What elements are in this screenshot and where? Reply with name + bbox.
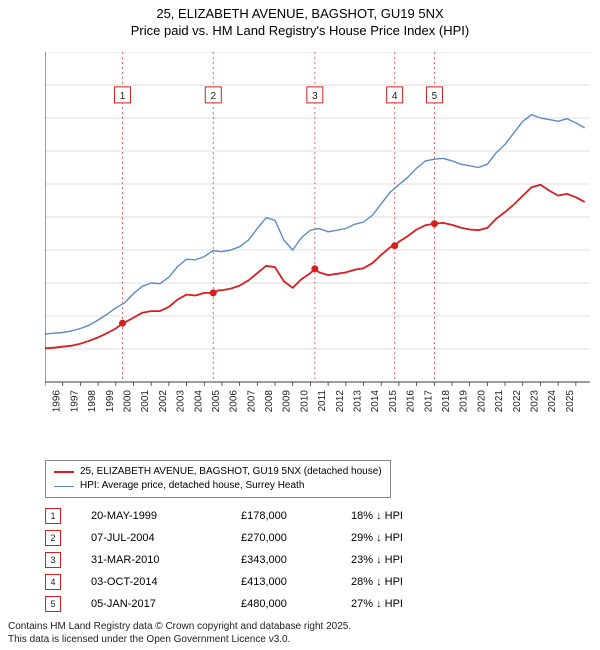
svg-text:5: 5 [432, 91, 438, 102]
svg-text:2022: 2022 [512, 390, 523, 413]
svg-text:2014: 2014 [370, 390, 381, 413]
transaction-marker: 4 [45, 574, 61, 590]
footer-line-1: Contains HM Land Registry data © Crown c… [8, 621, 351, 632]
svg-text:2011: 2011 [317, 390, 328, 412]
legend: 25, ELIZABETH AVENUE, BAGSHOT, GU19 5NX … [45, 460, 391, 498]
svg-text:2005: 2005 [211, 390, 222, 413]
svg-text:1: 1 [120, 91, 126, 102]
legend-swatch [54, 471, 74, 473]
title-line-1: 25, ELIZABETH AVENUE, BAGSHOT, GU19 5NX [156, 6, 443, 21]
transaction-diff: 28% ↓ HPI [351, 576, 461, 588]
transaction-marker: 1 [45, 508, 61, 524]
footer-line-2: This data is licensed under the Open Gov… [8, 634, 290, 645]
footer-attribution: Contains HM Land Registry data © Crown c… [8, 621, 351, 646]
svg-text:2023: 2023 [529, 390, 540, 413]
transaction-date: 05-JAN-2017 [91, 598, 241, 610]
svg-text:3: 3 [312, 91, 318, 102]
svg-text:2025: 2025 [565, 390, 576, 413]
svg-text:2020: 2020 [476, 390, 487, 413]
svg-text:2: 2 [210, 91, 216, 102]
svg-text:2024: 2024 [547, 390, 558, 413]
transaction-date: 20-MAY-1999 [91, 510, 241, 522]
svg-text:2012: 2012 [335, 390, 346, 413]
svg-text:2006: 2006 [229, 390, 240, 413]
svg-text:2008: 2008 [264, 390, 275, 413]
legend-row: 25, ELIZABETH AVENUE, BAGSHOT, GU19 5NX … [54, 465, 382, 479]
svg-text:1999: 1999 [105, 390, 116, 413]
svg-text:2003: 2003 [176, 390, 187, 413]
legend-label: HPI: Average price, detached house, Surr… [80, 479, 304, 493]
transaction-marker: 2 [45, 530, 61, 546]
transaction-row: 4 03-OCT-2014£413,00028% ↓ HPI [45, 571, 461, 593]
svg-text:2004: 2004 [193, 390, 204, 413]
svg-text:2002: 2002 [158, 390, 169, 413]
svg-text:2007: 2007 [246, 390, 257, 413]
svg-text:2010: 2010 [299, 390, 310, 413]
svg-text:2009: 2009 [282, 390, 293, 413]
transaction-marker: 3 [45, 552, 61, 568]
svg-text:1996: 1996 [52, 390, 63, 413]
transaction-price: £480,000 [241, 598, 351, 610]
transaction-price: £178,000 [241, 510, 351, 522]
transaction-price: £413,000 [241, 576, 351, 588]
chart-title: 25, ELIZABETH AVENUE, BAGSHOT, GU19 5NX … [0, 0, 600, 40]
transaction-diff: 18% ↓ HPI [351, 510, 461, 522]
legend-row: HPI: Average price, detached house, Surr… [54, 479, 382, 493]
transaction-price: £343,000 [241, 554, 351, 566]
transaction-date: 31-MAR-2010 [91, 554, 241, 566]
transaction-diff: 23% ↓ HPI [351, 554, 461, 566]
chart-area: £0£100K£200K£300K£400K£500K£600K£700K£80… [45, 52, 590, 422]
svg-text:2017: 2017 [423, 390, 434, 413]
svg-text:2019: 2019 [459, 390, 470, 413]
svg-text:2021: 2021 [494, 390, 505, 413]
svg-text:2001: 2001 [140, 390, 151, 413]
svg-text:2016: 2016 [406, 390, 417, 413]
svg-text:4: 4 [392, 91, 398, 102]
svg-text:2000: 2000 [122, 390, 133, 413]
chart-svg: £0£100K£200K£300K£400K£500K£600K£700K£80… [45, 52, 590, 422]
transaction-date: 07-JUL-2004 [91, 532, 241, 544]
chart-container: 25, ELIZABETH AVENUE, BAGSHOT, GU19 5NX … [0, 0, 600, 650]
legend-label: 25, ELIZABETH AVENUE, BAGSHOT, GU19 5NX … [80, 465, 382, 479]
transactions-table: 1 20-MAY-1999£178,00018% ↓ HPI 2 07-JUL-200… [45, 505, 461, 615]
transaction-diff: 29% ↓ HPI [351, 532, 461, 544]
transaction-marker: 5 [45, 596, 61, 612]
transaction-diff: 27% ↓ HPI [351, 598, 461, 610]
svg-text:2015: 2015 [388, 390, 399, 413]
legend-swatch [54, 486, 74, 487]
svg-text:2013: 2013 [353, 390, 364, 413]
svg-text:2018: 2018 [441, 390, 452, 413]
transaction-date: 03-OCT-2014 [91, 576, 241, 588]
svg-text:1997: 1997 [69, 390, 80, 413]
transaction-row: 1 20-MAY-1999£178,00018% ↓ HPI [45, 505, 461, 527]
svg-text:1998: 1998 [87, 390, 98, 413]
transaction-price: £270,000 [241, 532, 351, 544]
transaction-row: 3 31-MAR-2010£343,00023% ↓ HPI [45, 549, 461, 571]
title-line-2: Price paid vs. HM Land Registry's House … [131, 23, 469, 38]
transaction-row: 2 07-JUL-2004£270,00029% ↓ HPI [45, 527, 461, 549]
transaction-row: 5 05-JAN-2017£480,00027% ↓ HPI [45, 593, 461, 615]
